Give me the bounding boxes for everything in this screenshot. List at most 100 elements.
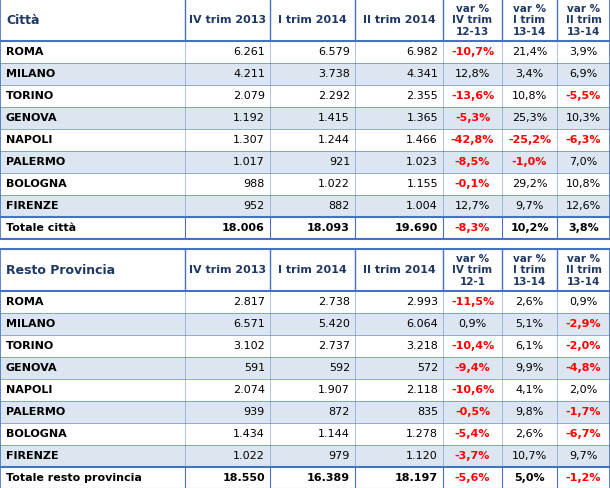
Text: IV trim 2013: IV trim 2013: [189, 16, 266, 25]
Text: 1.120: 1.120: [406, 450, 438, 461]
Bar: [0, 41, 610, 63]
Text: -5,3%: -5,3%: [455, 113, 490, 123]
Text: 25,3%: 25,3%: [512, 113, 547, 123]
Text: 16.389: 16.389: [307, 472, 350, 483]
Text: 7,0%: 7,0%: [569, 157, 598, 167]
Text: 12,8%: 12,8%: [455, 69, 490, 80]
Text: 18.093: 18.093: [307, 223, 350, 233]
Text: ROMA: ROMA: [6, 47, 43, 58]
Text: 4.211: 4.211: [233, 69, 265, 80]
Text: BOLOGNA: BOLOGNA: [6, 428, 66, 439]
Bar: [0, 423, 610, 445]
Text: 6.261: 6.261: [233, 47, 265, 58]
Text: 1.017: 1.017: [233, 157, 265, 167]
Bar: [0, 0, 610, 41]
Text: -8,5%: -8,5%: [455, 157, 490, 167]
Text: -4,8%: -4,8%: [565, 363, 601, 373]
Text: 835: 835: [417, 407, 438, 417]
Text: 10,3%: 10,3%: [566, 113, 601, 123]
Text: 10,8%: 10,8%: [512, 91, 547, 102]
Text: 988: 988: [243, 179, 265, 189]
Text: 12,6%: 12,6%: [566, 201, 601, 211]
Bar: [0, 151, 610, 173]
Bar: [0, 467, 610, 488]
Text: TORINO: TORINO: [6, 341, 54, 351]
Text: 2.817: 2.817: [233, 297, 265, 307]
Text: 18.197: 18.197: [395, 472, 438, 483]
Bar: [0, 357, 610, 379]
Text: NAPOLI: NAPOLI: [6, 135, 52, 145]
Text: 921: 921: [329, 157, 350, 167]
Text: -5,4%: -5,4%: [454, 428, 490, 439]
Text: Totale città: Totale città: [6, 223, 76, 233]
Text: var %
I trim
13-14: var % I trim 13-14: [513, 253, 546, 286]
Text: 19.690: 19.690: [395, 223, 438, 233]
Text: Totale resto provincia: Totale resto provincia: [6, 472, 142, 483]
Text: ROMA: ROMA: [6, 297, 43, 307]
Text: -10,4%: -10,4%: [451, 341, 494, 351]
Text: 5,0%: 5,0%: [514, 472, 545, 483]
Text: -25,2%: -25,2%: [508, 135, 551, 145]
Text: PALERMO: PALERMO: [6, 407, 65, 417]
Text: 3.218: 3.218: [406, 341, 438, 351]
Text: 9,7%: 9,7%: [515, 201, 544, 211]
Bar: [0, 379, 610, 401]
Text: NAPOLI: NAPOLI: [6, 385, 52, 395]
Text: -13,6%: -13,6%: [451, 91, 494, 102]
Text: 1.022: 1.022: [233, 450, 265, 461]
Text: 4.341: 4.341: [406, 69, 438, 80]
Text: -0,1%: -0,1%: [455, 179, 490, 189]
Text: -1,7%: -1,7%: [565, 407, 601, 417]
Text: 18.550: 18.550: [223, 472, 265, 483]
Text: II trim 2014: II trim 2014: [362, 16, 436, 25]
Text: 9,9%: 9,9%: [515, 363, 544, 373]
Text: 4,1%: 4,1%: [515, 385, 544, 395]
Text: 1.022: 1.022: [318, 179, 350, 189]
Text: 1.155: 1.155: [406, 179, 438, 189]
Text: 6.064: 6.064: [406, 319, 438, 329]
Text: 12,7%: 12,7%: [455, 201, 490, 211]
Text: 1.907: 1.907: [318, 385, 350, 395]
Text: 979: 979: [329, 450, 350, 461]
Bar: [0, 217, 610, 239]
Text: -10,6%: -10,6%: [451, 385, 494, 395]
Text: -0,5%: -0,5%: [455, 407, 490, 417]
Bar: [0, 445, 610, 467]
Text: -2,9%: -2,9%: [565, 319, 601, 329]
Text: 1.023: 1.023: [406, 157, 438, 167]
Text: 6.579: 6.579: [318, 47, 350, 58]
Text: 592: 592: [329, 363, 350, 373]
Text: FIRENZE: FIRENZE: [6, 450, 59, 461]
Text: 3,8%: 3,8%: [568, 223, 599, 233]
Text: 872: 872: [329, 407, 350, 417]
Text: -9,4%: -9,4%: [454, 363, 490, 373]
Text: 5,1%: 5,1%: [515, 319, 544, 329]
Text: PALERMO: PALERMO: [6, 157, 65, 167]
Bar: [0, 107, 610, 129]
Text: 2.292: 2.292: [318, 91, 350, 102]
Bar: [0, 291, 610, 313]
Text: var %
IV trim
12-13: var % IV trim 12-13: [453, 4, 492, 37]
Text: 591: 591: [244, 363, 265, 373]
Text: -2,0%: -2,0%: [566, 341, 601, 351]
Text: 2.993: 2.993: [406, 297, 438, 307]
Text: 18.006: 18.006: [222, 223, 265, 233]
Bar: [0, 335, 610, 357]
Text: Città: Città: [6, 14, 40, 27]
Text: 2,0%: 2,0%: [569, 385, 598, 395]
Text: var %
II trim
13-14: var % II trim 13-14: [565, 253, 601, 286]
Text: 1.278: 1.278: [406, 428, 438, 439]
Text: II trim 2014: II trim 2014: [362, 265, 436, 275]
Text: TORINO: TORINO: [6, 91, 54, 102]
Text: Resto Provincia: Resto Provincia: [6, 264, 115, 276]
Text: 10,7%: 10,7%: [512, 450, 547, 461]
Text: 939: 939: [244, 407, 265, 417]
Text: -11,5%: -11,5%: [451, 297, 494, 307]
Text: 3,4%: 3,4%: [515, 69, 544, 80]
Text: 1.307: 1.307: [233, 135, 265, 145]
Text: 952: 952: [244, 201, 265, 211]
Text: 1.415: 1.415: [318, 113, 350, 123]
Text: 2.118: 2.118: [406, 385, 438, 395]
Bar: [0, 173, 610, 195]
Text: -6,7%: -6,7%: [565, 428, 601, 439]
